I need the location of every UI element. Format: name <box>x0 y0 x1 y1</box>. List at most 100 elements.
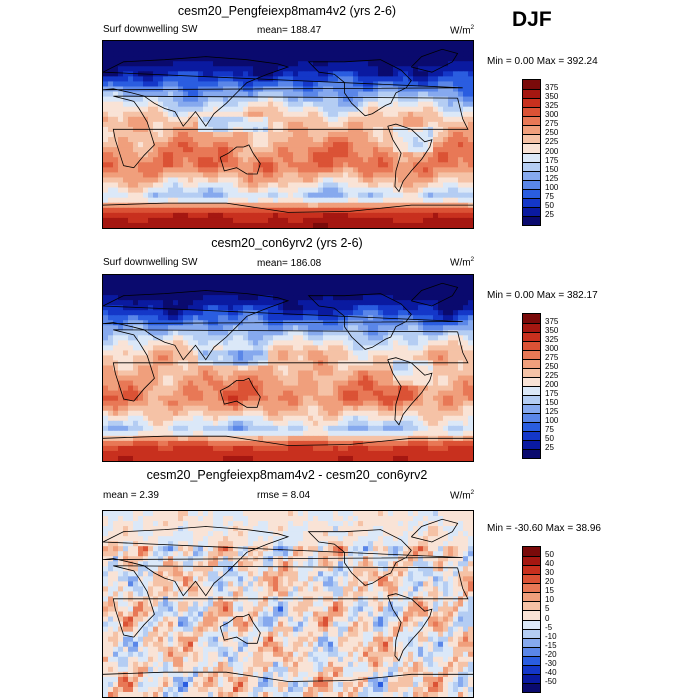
map-cell <box>253 162 259 168</box>
map-cell <box>143 390 149 397</box>
map-cell <box>143 325 149 331</box>
map-cell <box>118 410 124 417</box>
map-cell <box>118 330 124 336</box>
map-cell <box>178 71 184 77</box>
map-cell <box>163 207 169 214</box>
map-cell <box>183 197 189 204</box>
map-cell <box>343 56 349 62</box>
map-cell <box>418 345 424 352</box>
map-cell <box>173 46 179 52</box>
map-cell <box>228 420 234 427</box>
map-cell <box>303 330 309 336</box>
map-cell <box>423 345 429 352</box>
map-cell <box>348 350 354 357</box>
map-cell <box>183 66 189 72</box>
map-cell <box>428 182 434 189</box>
map-cell <box>238 96 244 103</box>
map-cell <box>338 187 344 194</box>
map-cell <box>343 172 349 179</box>
map-cell <box>113 380 119 387</box>
map-cell <box>218 365 224 372</box>
map-cell <box>353 335 359 341</box>
map-cell <box>233 340 239 346</box>
map-cell <box>253 66 259 72</box>
map-cell <box>198 192 204 199</box>
map-cell <box>308 410 314 417</box>
map-cell <box>298 111 304 118</box>
map-cell <box>438 101 444 108</box>
map-cell <box>328 142 334 148</box>
map-cell <box>418 106 424 113</box>
map-cell <box>393 395 399 402</box>
map-cell <box>253 81 259 88</box>
map-cell <box>378 345 384 352</box>
map-cell <box>158 335 164 341</box>
map-cell <box>323 167 329 173</box>
map-cell <box>308 137 314 143</box>
map-cell <box>353 121 359 128</box>
map-cell <box>248 295 254 301</box>
map-cell <box>418 370 424 377</box>
map-cell <box>268 375 274 382</box>
map-cell <box>273 415 279 422</box>
map-cell <box>133 400 139 407</box>
map-cell <box>183 290 189 296</box>
colorbar-cell <box>523 179 540 189</box>
map-cell <box>453 172 459 179</box>
map-cell <box>153 365 159 372</box>
map-cell <box>153 300 159 306</box>
map-cell <box>438 121 444 128</box>
map-cell <box>198 126 204 133</box>
map-cell <box>278 420 284 427</box>
map-cell <box>248 345 254 352</box>
map-cell <box>298 295 304 301</box>
map-cell <box>228 217 234 224</box>
map-cell <box>113 420 119 427</box>
map-cell <box>458 375 464 382</box>
map-cell <box>223 142 229 148</box>
map-cell <box>263 96 269 103</box>
map-cell <box>253 285 259 291</box>
map-cell <box>158 71 164 77</box>
map-cell <box>318 86 324 93</box>
map-cell <box>333 187 339 194</box>
map-cell <box>148 300 154 306</box>
map-cell <box>363 217 369 224</box>
map-cell <box>208 360 214 367</box>
map-cell <box>238 212 244 219</box>
map-cell <box>273 310 279 316</box>
map-cell <box>368 320 374 326</box>
map-cell <box>363 355 369 362</box>
map-cell <box>408 355 414 362</box>
map-cell <box>263 365 269 372</box>
map-cell <box>408 187 414 194</box>
map-cell <box>123 126 129 133</box>
map-cell <box>123 425 129 432</box>
map-cell <box>448 81 454 88</box>
map-cell <box>433 222 439 228</box>
map-cell <box>413 147 419 153</box>
map-cell <box>268 350 274 357</box>
map-cell <box>198 400 204 407</box>
map-cell <box>323 182 329 189</box>
map-cell <box>263 202 269 209</box>
map-cell <box>403 162 409 168</box>
map-cell <box>228 300 234 306</box>
map-cell <box>168 51 174 57</box>
map-cell <box>183 81 189 88</box>
map-cell <box>438 217 444 224</box>
map-cell <box>463 142 469 148</box>
map-cell <box>318 335 324 341</box>
map-cell <box>318 61 324 67</box>
map-cell <box>318 167 324 173</box>
map-cell <box>258 295 264 301</box>
map-cell <box>343 126 349 133</box>
map-cell <box>403 345 409 352</box>
map-cell <box>103 182 109 189</box>
map-cell <box>108 207 114 214</box>
map-cell <box>238 76 244 83</box>
map-cell <box>158 380 164 387</box>
map-cell <box>228 177 234 184</box>
map-cell <box>228 385 234 392</box>
map-cell <box>448 71 454 77</box>
